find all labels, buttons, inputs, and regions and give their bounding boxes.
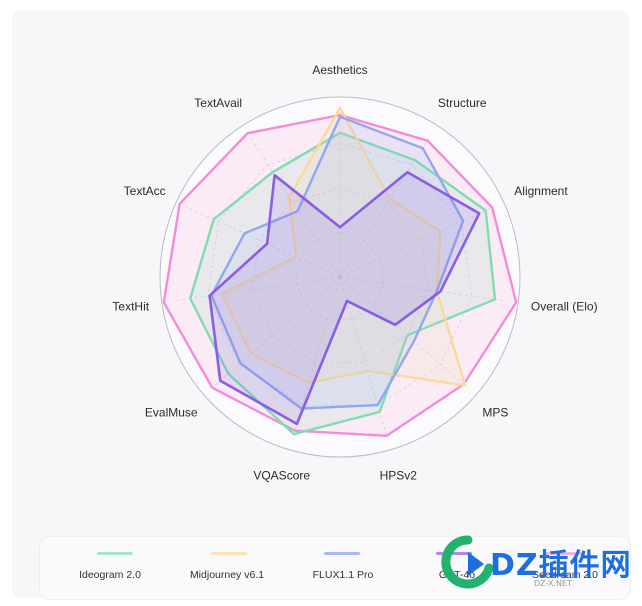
legend-item-seedream[interactable]: Seedream 2.0: [506, 537, 624, 599]
axis-label: TextHit: [112, 300, 149, 314]
legend-label: Midjourney v6.1: [189, 569, 265, 581]
axis-label: HPSv2: [380, 469, 418, 483]
axis-spoke: [339, 276, 508, 302]
grid-ring-1: [295, 232, 385, 321]
legend-swatch: [211, 552, 247, 555]
legend-item-ideogram[interactable]: Ideogram 2.0: [51, 537, 169, 599]
watermark: DZ插件网 DZ-X.NET: [440, 534, 635, 594]
legend-swatch: [546, 552, 582, 555]
legend-swatch: [324, 552, 360, 555]
legend-label: FLUX1.1 Pro: [312, 569, 374, 581]
legend-swatch: [436, 552, 472, 555]
axis-label: Aesthetics: [312, 63, 367, 77]
axis-label: MPS: [482, 406, 508, 420]
legend-item-flux[interactable]: FLUX1.1 Pro: [284, 537, 402, 599]
axis-label: TextAcc: [124, 184, 166, 198]
axis-label: Structure: [438, 96, 487, 110]
legend-label: Ideogram 2.0: [79, 569, 141, 581]
axis-label: EvalMuse: [145, 406, 198, 420]
series-gpt-4o: [208, 170, 481, 426]
legend-label: Seedream 2.0: [532, 569, 598, 581]
series-flux1-1-pro: [210, 115, 465, 410]
axis-spoke: [339, 206, 494, 278]
watermark-sub: DZ-X.NET: [534, 579, 572, 588]
axis-spoke: [339, 134, 432, 278]
series-midjourney-v6-1: [220, 106, 467, 387]
legend: Ideogram 2.0 Midjourney v6.1 FLUX1.1 Pro…: [40, 537, 630, 599]
legend-swatch: [97, 552, 133, 555]
axis-label: TextAvail: [194, 96, 242, 110]
axis-spoke: [248, 134, 341, 278]
legend-item-midjourney[interactable]: Midjourney v6.1: [168, 537, 286, 599]
axis-label: VQAScore: [253, 469, 310, 483]
watermark-text: DZ插件网: [490, 548, 632, 583]
axis-spoke: [186, 206, 341, 278]
watermark-logo-icon: [441, 535, 494, 589]
axis-label: Overall (Elo): [531, 300, 598, 314]
axis-spoke: [211, 276, 341, 389]
axis-spoke: [172, 276, 341, 302]
axis-label: Alignment: [514, 184, 568, 198]
series-seedream-2-0: [162, 113, 518, 437]
series-ideogram-2-0: [188, 131, 497, 436]
grid-ring-2: [251, 187, 429, 363]
axis-spoke: [339, 276, 469, 389]
